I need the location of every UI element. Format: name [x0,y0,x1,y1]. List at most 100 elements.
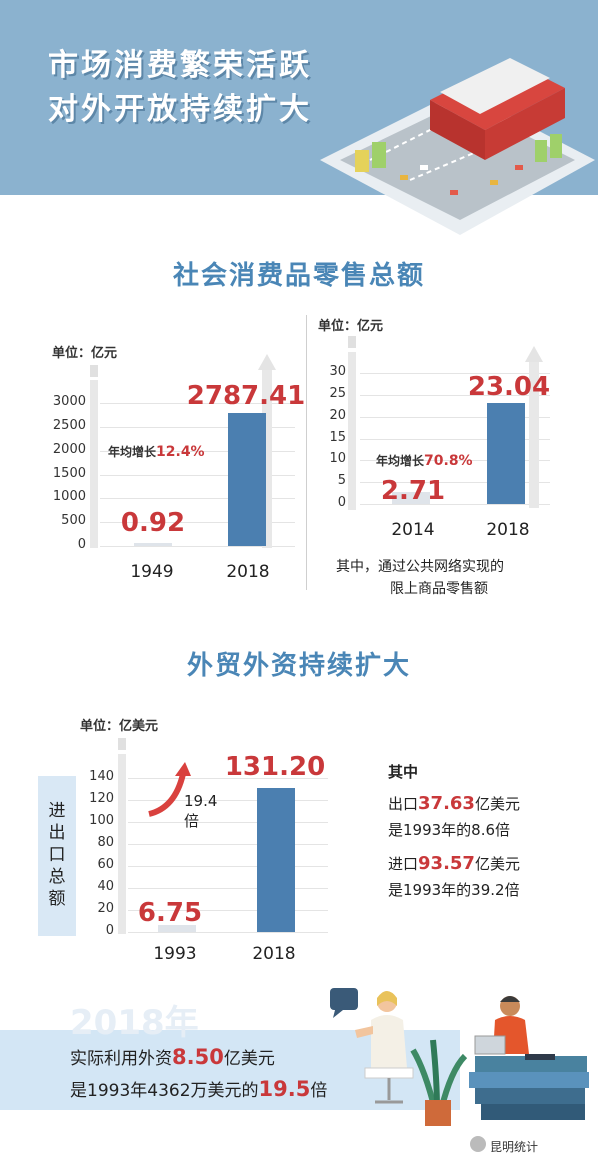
section1-title: 社会消费品零售总额 [172,261,425,291]
fdi-multiple: 19.5 [258,1077,311,1101]
y-tick-label: 0 [77,537,86,552]
bar-2018 [487,403,525,504]
axis-cap [118,738,126,750]
chart-unit-label: 单位：亿元 [318,319,384,334]
export-line2: 是1993年的8.6倍 [388,821,511,839]
category-2018: 2018 [486,520,530,540]
arrow-up-icon [258,354,276,370]
gridline [100,546,295,547]
y-tick-label: 140 [89,769,114,784]
export-prefix: 出口 [388,795,419,813]
import-line1: 进口93.57亿美元 [388,852,520,876]
y-axis-bar [118,754,126,934]
header-title-line1: 市场消费繁荣活跃 [48,48,312,83]
bar-track [262,370,272,548]
import-value: 93.57 [418,853,475,874]
gridline [360,460,550,462]
trade-breakdown-heading: 其中 [388,763,419,781]
y-tick-label: 1500 [52,465,86,481]
y-tick-label: 100 [89,813,114,828]
gridline [100,474,295,476]
y-tick-label: 2000 [52,441,86,457]
y-tick-label: 30 [329,364,346,379]
y-tick-label: 1000 [52,489,86,505]
axis-cap [90,365,98,377]
ylabel-box [38,776,76,936]
value-label-2018: 2787.41 [186,381,306,411]
category-2018: 2018 [226,562,270,582]
chart-unit-label: 单位：亿元 [52,346,118,361]
bar-2018 [257,787,295,932]
watermark-text: 昆明统计 [490,1140,539,1154]
y-tick-label: 3000 [52,394,86,409]
gridline [360,373,550,374]
value-label-2018: 23.04 [467,372,551,402]
y-tick-label: 60 [97,857,114,872]
wechat-icon [470,1136,486,1152]
export-suffix: 亿美元 [474,795,520,813]
chart-divider [306,315,307,590]
arrow-up-icon [525,346,543,362]
gridline [360,482,550,484]
import-line2: 是1993年的39.2倍 [388,881,520,899]
header-title-line2: 对外开放持续扩大 [48,92,312,127]
y-tick-label: 80 [97,835,114,850]
category-2018: 2018 [252,944,296,964]
gridline [128,844,328,845]
fdi-line1: 实际利用外资8.50亿美元 [70,1044,275,1069]
gridline [360,416,550,418]
note-line2: 限上商品零售额 [390,581,488,597]
bar-1993 [158,924,196,932]
fdi-compare-suffix: 倍 [310,1081,328,1101]
growth-prefix: 年均增长 [376,454,425,468]
fdi-line2: 是1993年4362万美元的19.5倍 [70,1076,327,1101]
fdi-suffix: 亿美元 [223,1049,275,1069]
category-2014: 2014 [391,520,435,540]
bar-2014 [392,492,430,504]
growth-annotation: 年均增长70.8% [376,452,473,469]
city-illustration [320,58,595,235]
gridline [128,888,328,889]
growth-value: 70.8% [424,453,473,469]
bar-2018 [228,413,266,546]
gridline [128,910,328,911]
y-tick-label: 2500 [52,417,86,433]
value-label-1993: 6.75 [137,898,203,928]
import-prefix: 进口 [388,855,419,873]
y-tick-label: 500 [61,513,86,529]
section2-title: 外贸外资持续扩大 [186,651,411,681]
value-label-2018: 131.20 [224,752,326,782]
gridline [128,778,328,779]
gridline [128,932,328,933]
y-tick-label: 25 [329,385,346,401]
growth-value: 12.4% [156,444,205,460]
axis-cap [348,336,356,348]
gridline [128,866,328,867]
gridline [360,394,550,396]
y-axis-bar [348,352,356,510]
bar-track [529,362,539,508]
export-line1: 出口37.63亿美元 [388,792,520,816]
gridline [128,822,328,823]
gridline [100,522,295,524]
category-1993: 1993 [153,944,197,964]
curved-arrow-icon [148,762,191,817]
y-tick-label: 5 [337,473,346,489]
gridline [100,498,295,500]
gridline [360,504,550,505]
category-1949: 1949 [130,562,174,582]
fdi-value: 8.50 [172,1045,224,1069]
y-tick-label: 40 [97,879,114,894]
gridline [100,450,295,452]
y-tick-label: 0 [105,923,114,938]
y-tick-label: 10 [329,451,346,467]
chart-unit-label: 单位：亿美元 [80,719,159,734]
multiple-annotation: 19.4倍 [184,792,218,830]
import-suffix: 亿美元 [474,855,520,873]
fdi-prefix: 实际利用外资 [70,1049,172,1069]
chart-ylabel: 进出口总额 [48,801,66,909]
y-tick-label: 15 [329,429,346,445]
gridline [100,426,295,428]
fdi-compare-prefix: 是1993年4362万美元的 [70,1081,259,1101]
people-illustration [330,988,589,1126]
